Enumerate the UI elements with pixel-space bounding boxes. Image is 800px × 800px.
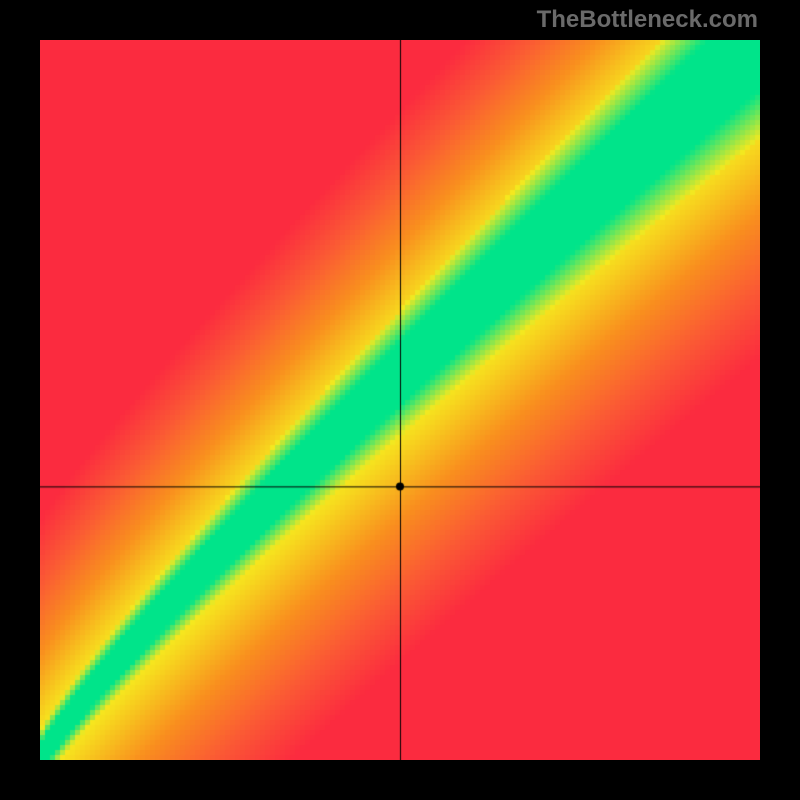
watermark-text: TheBottleneck.com [537,6,758,34]
heatmap-canvas [40,40,760,760]
heatmap-plot [40,40,760,760]
chart-container: TheBottleneck.com [0,0,800,800]
